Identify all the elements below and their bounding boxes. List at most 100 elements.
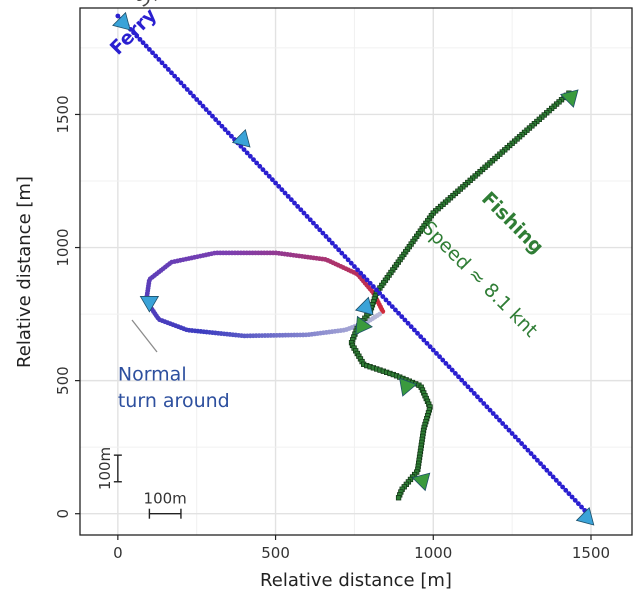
data-point bbox=[285, 193, 291, 199]
data-point bbox=[143, 43, 149, 49]
data-point bbox=[364, 277, 370, 283]
data-point bbox=[487, 407, 493, 413]
data-point bbox=[178, 80, 184, 86]
data-point bbox=[478, 397, 483, 403]
data-point bbox=[282, 190, 288, 196]
data-point bbox=[528, 451, 534, 456]
direction-marker bbox=[139, 296, 160, 313]
direction-marker bbox=[399, 377, 418, 397]
data-point bbox=[213, 117, 219, 122]
data-point bbox=[418, 334, 424, 340]
data-point bbox=[377, 311, 383, 317]
data-point bbox=[468, 387, 474, 393]
data-point bbox=[506, 427, 512, 433]
data-point bbox=[172, 73, 178, 79]
data-point bbox=[522, 444, 528, 450]
data-point bbox=[307, 217, 313, 223]
data-point bbox=[475, 394, 480, 400]
data-point bbox=[304, 214, 310, 219]
data-point bbox=[497, 417, 502, 423]
data-point bbox=[566, 491, 572, 497]
data-point bbox=[516, 437, 521, 443]
data-point bbox=[184, 87, 190, 92]
data-point bbox=[443, 360, 449, 366]
direction-marker bbox=[354, 296, 374, 316]
data-point bbox=[437, 354, 442, 360]
data-point bbox=[323, 234, 329, 239]
direction-marker bbox=[355, 315, 373, 335]
data-point bbox=[216, 120, 222, 126]
data-point bbox=[276, 183, 282, 189]
data-point bbox=[301, 210, 307, 216]
data-point bbox=[509, 431, 515, 436]
x-tick-label: 1500 bbox=[572, 544, 610, 562]
data-layer bbox=[115, 13, 591, 517]
data-point bbox=[553, 477, 559, 483]
data-point bbox=[481, 401, 487, 406]
vertical-scale-bar-label: 100m bbox=[96, 447, 114, 490]
data-point bbox=[560, 484, 566, 490]
data-point bbox=[140, 40, 146, 46]
data-point bbox=[424, 340, 430, 346]
data-point bbox=[531, 454, 537, 460]
data-point bbox=[203, 107, 209, 112]
data-point bbox=[273, 180, 278, 186]
data-point bbox=[266, 173, 272, 179]
data-point bbox=[229, 133, 234, 139]
data-point bbox=[137, 36, 143, 42]
x-tick-label: 1000 bbox=[414, 544, 452, 562]
data-point bbox=[156, 57, 162, 62]
data-point bbox=[377, 290, 383, 296]
data-point bbox=[370, 284, 376, 289]
y-tick-label: 500 bbox=[54, 366, 72, 395]
data-point bbox=[456, 374, 461, 380]
data-point bbox=[534, 457, 540, 463]
data-point bbox=[329, 240, 335, 246]
data-point bbox=[393, 307, 398, 313]
data-point bbox=[427, 344, 433, 350]
data-point bbox=[292, 200, 297, 206]
data-point bbox=[471, 391, 477, 396]
data-point bbox=[557, 481, 562, 487]
data-point bbox=[348, 260, 354, 266]
data-point bbox=[342, 254, 348, 259]
data-point bbox=[165, 67, 171, 72]
data-point bbox=[210, 113, 215, 119]
data-point bbox=[547, 471, 553, 477]
series-fishing bbox=[348, 90, 572, 501]
data-point bbox=[314, 224, 319, 229]
data-point bbox=[317, 227, 323, 233]
data-point bbox=[355, 267, 360, 273]
data-point bbox=[512, 434, 518, 440]
y-tick-label: 0 bbox=[54, 509, 72, 519]
data-point bbox=[247, 153, 253, 159]
data-point bbox=[197, 100, 203, 106]
data-point bbox=[153, 53, 159, 59]
data-point bbox=[115, 13, 121, 19]
direction-marker bbox=[112, 11, 131, 31]
data-point bbox=[181, 83, 187, 89]
data-point bbox=[194, 97, 200, 102]
horizontal-scale-bar-label: 100m bbox=[144, 490, 187, 508]
direction-markers bbox=[112, 11, 595, 526]
x-tick-label: 500 bbox=[261, 544, 290, 562]
annotation-label: Normal bbox=[118, 364, 187, 386]
data-point bbox=[254, 160, 260, 166]
data-point bbox=[251, 157, 256, 163]
data-point bbox=[503, 424, 509, 430]
data-point bbox=[374, 287, 379, 293]
data-point bbox=[440, 357, 446, 363]
data-point bbox=[449, 367, 455, 373]
data-point bbox=[191, 93, 196, 99]
data-point bbox=[575, 501, 581, 507]
data-point bbox=[339, 250, 345, 256]
data-point bbox=[430, 347, 436, 353]
data-point bbox=[146, 46, 152, 52]
data-point bbox=[188, 90, 193, 96]
scale-bars: 100m 100m bbox=[96, 447, 187, 519]
data-point bbox=[408, 324, 414, 330]
data-point bbox=[519, 441, 524, 446]
data-point bbox=[219, 123, 225, 129]
data-point bbox=[333, 244, 338, 249]
